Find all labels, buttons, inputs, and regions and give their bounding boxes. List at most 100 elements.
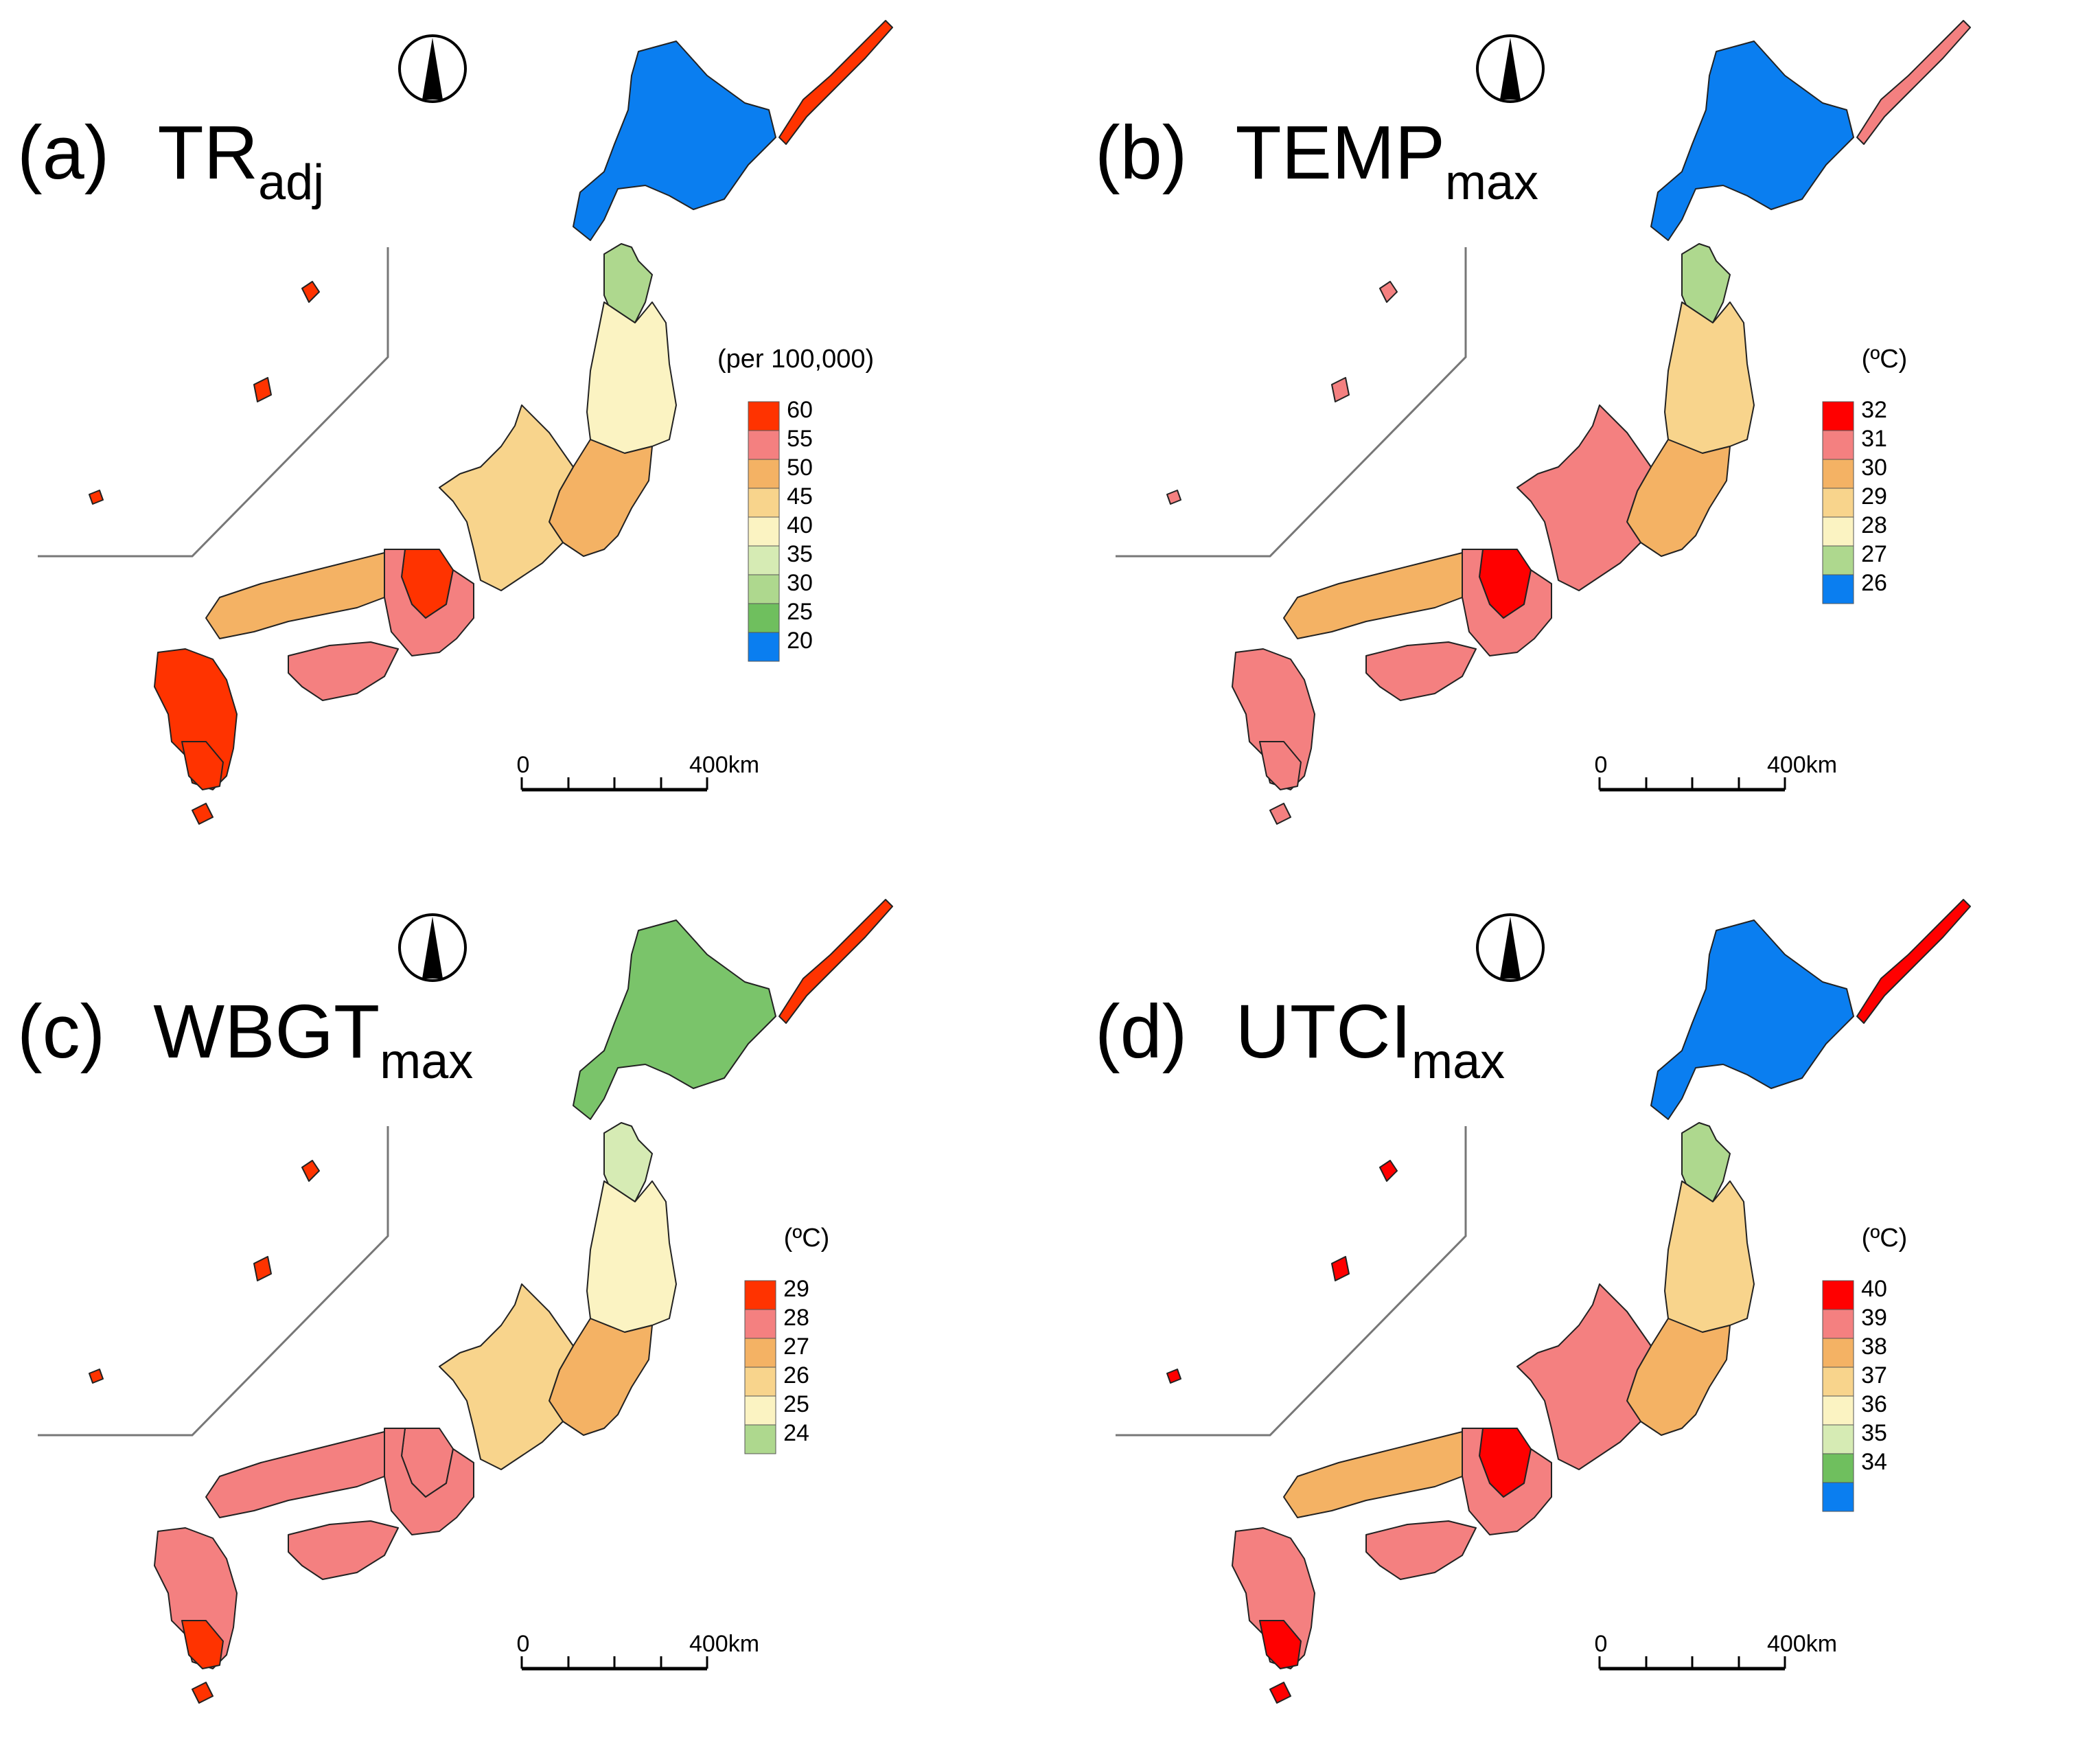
inset-frame — [38, 247, 389, 558]
kinki-region — [1462, 549, 1552, 656]
chubu-region — [439, 1283, 574, 1470]
legend-swatch-3 — [748, 488, 780, 518]
legend-swatch-4 — [1822, 516, 1854, 547]
legend-swatch-1 — [748, 430, 780, 460]
scale-end-label: 400km — [1767, 752, 1837, 778]
scale-start-label: 0 — [1595, 1631, 1608, 1657]
legend-unit: (ºC) — [784, 1224, 830, 1253]
scale-start-label: 0 — [517, 752, 530, 778]
legend-label-1: 28 — [783, 1305, 809, 1331]
ryukyu-islands — [1166, 281, 1398, 825]
tohoku-region — [1664, 1180, 1755, 1347]
tohoku-region — [1664, 301, 1755, 468]
legend-label-1: 31 — [1861, 426, 1887, 452]
kuril-islands — [1856, 899, 1971, 1024]
variable-main: WBGT — [153, 990, 380, 1074]
shikoku-region — [1365, 641, 1477, 701]
legend-label-6: 34 — [1861, 1449, 1887, 1475]
legend-swatch-7 — [748, 603, 780, 633]
legend-swatch-5 — [744, 1424, 776, 1454]
legend-label-4: 25 — [783, 1391, 809, 1417]
panel-letter: (d) — [1095, 990, 1187, 1074]
ryukyu-islands — [89, 1160, 320, 1704]
shikoku-region — [288, 641, 399, 701]
panel-title: (b) TEMPmax — [1095, 111, 1538, 210]
scale-end-label: 400km — [1767, 1631, 1837, 1657]
chubu-region — [439, 404, 574, 591]
scale-start-label: 0 — [517, 1631, 530, 1657]
legend-label-2: 30 — [1861, 455, 1887, 481]
variable-main: TEMP — [1235, 111, 1445, 195]
kuril-islands — [1856, 20, 1971, 145]
legend-swatch-8 — [748, 632, 780, 662]
legend-label-8: 20 — [787, 628, 813, 654]
north-arrow-icon — [1476, 34, 1545, 103]
scale-bar: 0 400km — [1595, 1631, 1837, 1671]
legend-label-0: 40 — [1861, 1276, 1887, 1302]
legend-label-2: 27 — [783, 1334, 809, 1360]
inset-frame — [1116, 247, 1467, 558]
kagoshima-region — [181, 1620, 224, 1669]
legend-swatch-0 — [1822, 1280, 1854, 1310]
scale-bar: 0 400km — [517, 1631, 759, 1671]
legend-label-7: 25 — [787, 599, 813, 625]
legend-label-2: 38 — [1861, 1334, 1887, 1360]
tohoku-region — [586, 1180, 677, 1347]
variable-main: UTCI — [1235, 990, 1411, 1074]
north-arrow-icon — [398, 913, 467, 982]
legend-swatch-2 — [744, 1338, 776, 1368]
panel-title: (a) TRadj — [17, 111, 324, 210]
kinki-region — [1462, 1428, 1552, 1535]
legend-swatch-2 — [1822, 459, 1854, 489]
panel-title: (c) WBGTmax — [17, 990, 473, 1089]
legend-label-4: 36 — [1861, 1391, 1887, 1417]
legend-label-5: 27 — [1861, 541, 1887, 567]
kuril-islands — [778, 20, 893, 145]
chubu-region — [1516, 1283, 1652, 1470]
legend-swatch-0 — [744, 1280, 776, 1310]
legend-label-5: 35 — [1861, 1420, 1887, 1446]
ryukyu-islands — [1166, 1160, 1398, 1704]
legend-label-3: 29 — [1861, 483, 1887, 510]
legend-swatch-1 — [744, 1309, 776, 1339]
legend-swatch-4 — [748, 516, 780, 547]
panel-letter: (c) — [17, 990, 105, 1074]
legend-label-1: 55 — [787, 426, 813, 452]
legend-label-3: 26 — [783, 1362, 809, 1388]
legend-label-5: 35 — [787, 541, 813, 567]
kinki-region — [384, 549, 474, 656]
legend-swatch-2 — [748, 459, 780, 489]
chugoku-region — [205, 552, 385, 639]
legend-swatch-1 — [1822, 430, 1854, 460]
legend-unit: (per 100,000) — [717, 345, 874, 374]
variable-main: TR — [157, 111, 258, 195]
legend-swatch-6 — [1822, 574, 1854, 604]
kagoshima-region — [1259, 1620, 1302, 1669]
chubu-region — [1516, 404, 1652, 591]
legend-swatch-2 — [1822, 1338, 1854, 1368]
legend-swatch-3 — [1822, 1367, 1854, 1397]
legend-swatch-1 — [1822, 1309, 1854, 1339]
shikoku-region — [1365, 1520, 1477, 1580]
legend-label-4: 40 — [787, 512, 813, 538]
legend-swatch-6 — [1822, 1453, 1854, 1483]
tohoku-region — [586, 301, 677, 468]
north-arrow-icon — [1476, 913, 1545, 982]
ryukyu-islands — [89, 281, 320, 825]
legend-swatch-5 — [748, 545, 780, 575]
legend-label-6: 30 — [787, 570, 813, 596]
hokkaido-region — [1650, 919, 1854, 1120]
scale-end-label: 400km — [689, 1631, 759, 1657]
inset-frame — [1116, 1126, 1467, 1437]
legend-label-0: 60 — [787, 397, 813, 423]
legend-swatch-4 — [1822, 1395, 1854, 1426]
legend-swatch-5 — [1822, 545, 1854, 575]
panel-letter: (b) — [1095, 111, 1187, 195]
